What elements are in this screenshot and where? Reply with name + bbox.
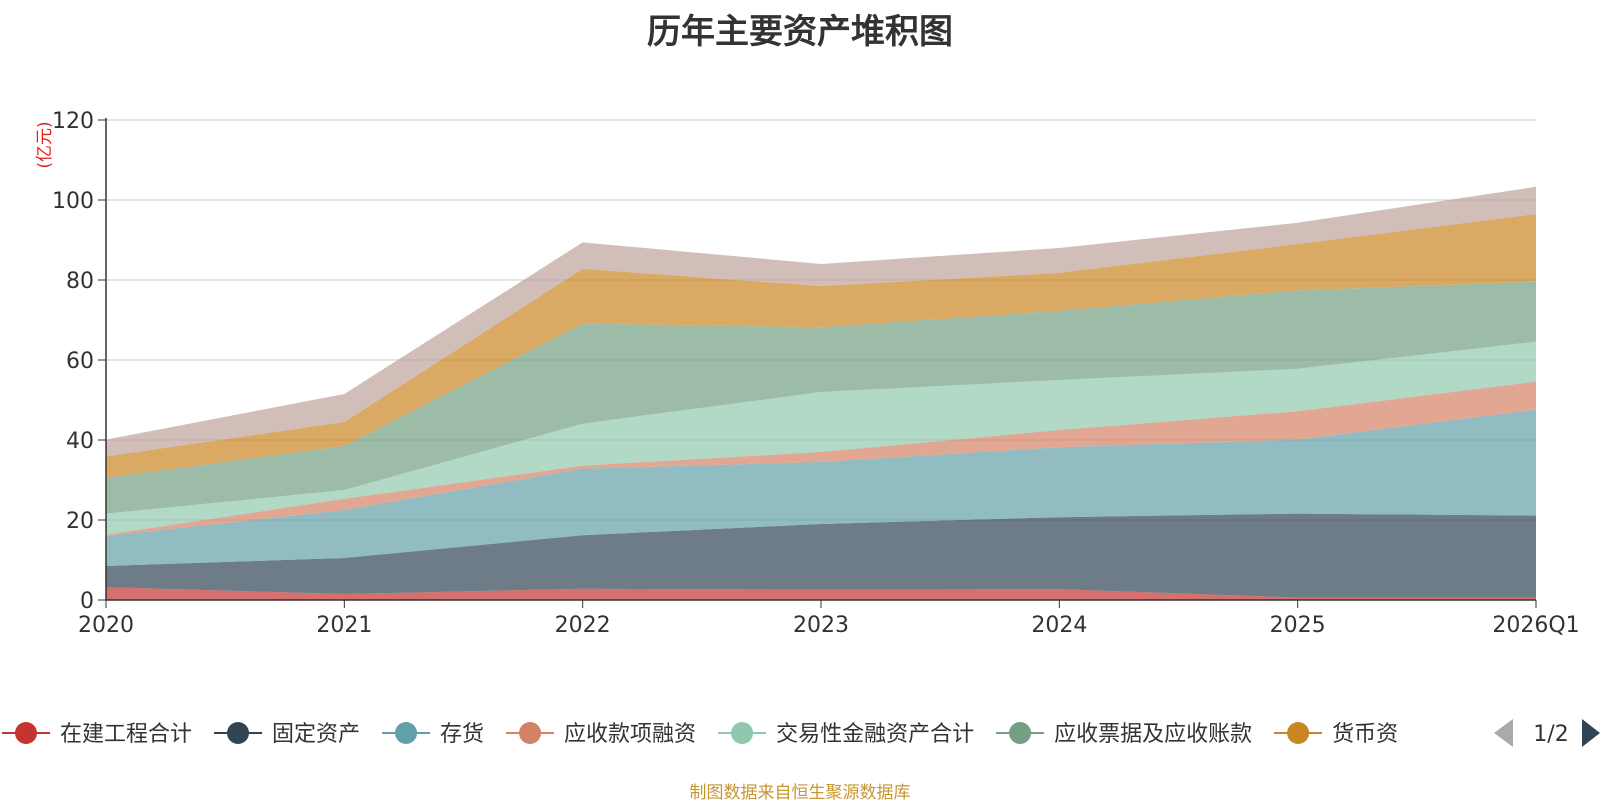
legend-label: 应收票据及应收账款 [1054, 722, 1252, 747]
legend-label: 货币资 [1332, 722, 1398, 747]
legend-dot-marker [731, 722, 754, 744]
legend-item[interactable]: 交易性金融资产合计 [718, 722, 974, 747]
x-tick-label: 2021 [316, 613, 372, 638]
legend-label: 固定资产 [272, 722, 360, 747]
legend-dot-marker [227, 722, 250, 744]
legend-page-indicator: 1/2 [1533, 722, 1568, 747]
legend-label: 在建工程合计 [60, 722, 192, 747]
axes: 0 20 40 60 80 100 120 2020 2021 2022 2023 2024 2025 2… [52, 109, 1580, 638]
x-tick-label: 2022 [555, 613, 611, 638]
y-tick-label: 60 [66, 349, 94, 374]
y-axis-unit-label: (亿元) [35, 121, 55, 168]
legend-item[interactable]: 固定资产 [214, 722, 360, 747]
legend-dot-marker [1009, 722, 1032, 744]
x-tick-label: 2025 [1270, 613, 1326, 638]
legend-dot-marker [1287, 722, 1310, 744]
x-tick-label: 2026Q1 [1492, 613, 1579, 638]
y-tick-label: 120 [52, 109, 94, 134]
legend: 在建工程合计 固定资产 存货 应收款项融资 交易性金融资产合计 应收票据及应收账款 货币资 1… [2, 719, 1600, 747]
legend-next-page-icon[interactable] [1582, 719, 1600, 747]
area-series-2 [106, 409, 1536, 566]
y-tick-label: 40 [66, 429, 94, 454]
y-tick-label: 20 [66, 509, 94, 534]
y-tick-label: 0 [80, 589, 94, 614]
legend-item[interactable]: 应收票据及应收账款 [996, 722, 1252, 747]
legend-prev-page-icon[interactable] [1494, 719, 1513, 747]
legend-dot-marker [395, 722, 418, 744]
legend-item[interactable]: 在建工程合计 [2, 722, 192, 747]
area-series-4 [106, 341, 1536, 535]
area-series-3 [106, 381, 1536, 536]
legend-label: 应收款项融资 [564, 722, 696, 747]
legend-dot-marker [519, 722, 542, 744]
area-series-0 [106, 587, 1536, 600]
legend-label: 存货 [440, 722, 484, 747]
area-series-1 [106, 513, 1536, 598]
area-layers [106, 186, 1536, 600]
x-tick-label: 2020 [78, 613, 134, 638]
legend-dot-marker [15, 722, 37, 744]
x-tick-label: 2023 [793, 613, 849, 638]
area-series-7 [106, 186, 1536, 457]
area-series-6 [106, 214, 1536, 478]
source-note: 制图数据来自恒生聚源数据库 [689, 783, 911, 803]
area-series-5 [106, 281, 1536, 514]
legend-item[interactable]: 货币资 [1274, 722, 1398, 747]
legend-label: 交易性金融资产合计 [776, 722, 974, 747]
chart-title: 历年主要资产堆积图 [647, 12, 953, 52]
y-tick-label: 100 [52, 189, 94, 214]
legend-item[interactable]: 存货 [382, 722, 484, 747]
legend-item[interactable]: 应收款项融资 [506, 722, 696, 747]
y-tick-label: 80 [66, 269, 94, 294]
x-tick-label: 2024 [1031, 613, 1087, 638]
